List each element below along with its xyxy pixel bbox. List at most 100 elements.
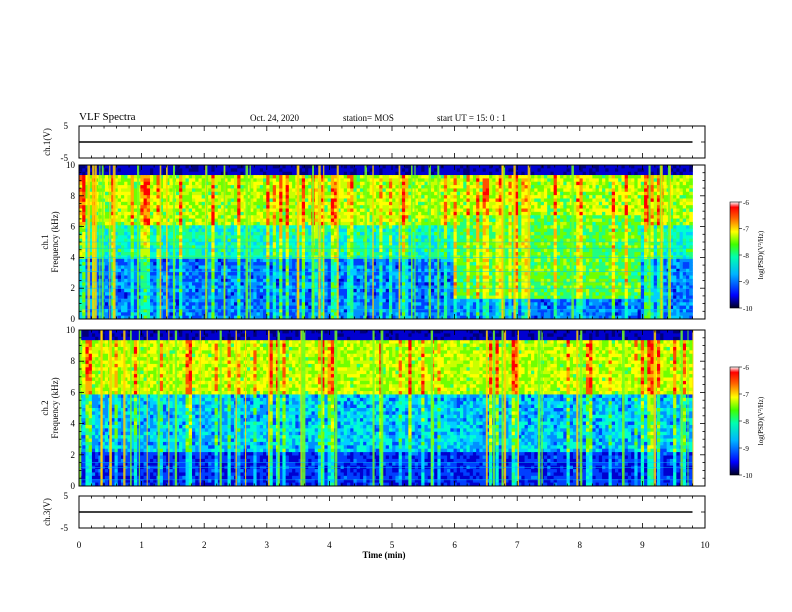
spectrogram-cell [343, 225, 348, 230]
spectrogram-cell [382, 278, 387, 283]
spectrogram-cell [379, 298, 383, 303]
spectrogram-cell [175, 225, 180, 230]
spectrogram-cell [243, 305, 248, 310]
spectrogram-cell [259, 312, 264, 317]
spectrogram-cell [398, 211, 403, 216]
spectrogram-cell [366, 218, 370, 223]
spectrogram-cell [305, 285, 309, 290]
spectrogram-cell [401, 171, 406, 176]
spectrogram-cell [305, 218, 309, 223]
spectrogram-cell [424, 225, 429, 230]
spectrogram-cell [366, 305, 370, 310]
spectrogram-cell [382, 258, 387, 263]
spectrogram-cell [369, 235, 374, 240]
spectrogram-cell [305, 272, 309, 276]
spectrogram-cell [192, 228, 196, 233]
spectrogram-cell [246, 265, 251, 270]
spectrogram-cell [175, 198, 180, 203]
spectrogram-cell [82, 235, 86, 240]
spectrogram-cell [353, 302, 358, 307]
spectrogram-cell [353, 228, 358, 233]
spectrogram-cell [411, 195, 416, 199]
spectrogram-cell [385, 228, 390, 233]
spectrogram-cell [179, 282, 183, 286]
spectrogram-cell [79, 211, 83, 216]
spectrogram-cell [175, 258, 180, 263]
spectrogram-cell [233, 225, 238, 230]
spectrogram-cell [214, 235, 219, 240]
spectrogram-cell [359, 211, 364, 216]
spectrogram-cell [305, 275, 309, 280]
spectrogram-cell [208, 268, 212, 273]
spectrogram-cell [195, 302, 199, 307]
spectrogram-cell [214, 252, 219, 256]
spectrogram-cell [240, 288, 245, 293]
spectrogram-cell [353, 252, 358, 256]
spectrogram-cell [250, 191, 254, 196]
spectrogram-cell [292, 262, 296, 266]
spectrogram-cell [256, 211, 261, 216]
spectrogram-cell [185, 185, 190, 189]
spectrogram-cell [114, 211, 119, 216]
spectrogram-cell [182, 178, 186, 183]
spectrogram-cell [343, 288, 348, 293]
spectrogram-cell [401, 265, 406, 270]
spectrogram-cell [272, 262, 277, 266]
spectrogram-cell [117, 278, 122, 283]
spectrogram-cell [256, 298, 261, 303]
spectrogram-cell [395, 238, 400, 243]
spectrogram-cell [130, 252, 135, 256]
spectrogram-cell [392, 175, 396, 179]
spectrogram-cell [405, 201, 409, 206]
spectrogram-cell [88, 198, 93, 203]
spectrogram-cell [95, 185, 99, 189]
spectrogram-cell [198, 302, 203, 307]
spectrogram-cell [127, 231, 132, 236]
spectrogram-cell [282, 308, 287, 313]
spectrogram-cell [246, 221, 251, 226]
spectrogram-cell [188, 285, 193, 290]
spectrogram-cell [182, 288, 186, 293]
spectrogram-cell [221, 205, 225, 209]
spectrogram-cell [85, 248, 90, 253]
spectrogram-cell [243, 248, 248, 253]
spectrogram-cell [398, 235, 403, 240]
spectrogram-cell [288, 248, 293, 253]
spectrogram-cell [120, 278, 125, 283]
spectrogram-cell [282, 252, 287, 256]
spectrogram-cell [356, 285, 361, 290]
spectrogram-cell [411, 298, 416, 303]
spectrogram-cell [301, 195, 306, 199]
spectrogram-cell [82, 278, 86, 283]
spectrogram-cell [159, 298, 164, 303]
spectrogram-cell [421, 228, 425, 233]
spectrogram-cell [301, 258, 306, 263]
spectrogram-cell [279, 181, 283, 186]
spectrogram-cell [201, 205, 206, 209]
spectrogram-cell [343, 218, 348, 223]
spectrogram-cell [79, 282, 83, 286]
spectrogram-cell [208, 215, 212, 219]
spectrogram-cell [369, 258, 374, 263]
spectrogram-cell [169, 272, 174, 276]
spectrogram-cell [127, 181, 132, 186]
spectrogram-cell [366, 292, 370, 296]
spectrogram-cell [388, 312, 393, 317]
spectrogram-cell [298, 165, 303, 169]
spectrogram-cell [353, 278, 358, 283]
spectrogram-cell [424, 248, 429, 253]
spectrogram-cell [366, 188, 370, 193]
spectrogram-cell [356, 282, 361, 286]
spectrogram-cell [369, 215, 374, 219]
spectrogram-cell [246, 238, 251, 243]
spectrogram-cell [337, 185, 341, 189]
spectrogram-cell [201, 292, 206, 296]
spectrogram-cell [143, 268, 148, 273]
spectrogram-cell [150, 268, 154, 273]
spectrogram-cell [120, 225, 125, 230]
spectrogram-cell [208, 238, 212, 243]
spectrogram-cell [343, 231, 348, 236]
spectrogram-cell [79, 208, 83, 213]
spectrogram-cell [395, 272, 400, 276]
spectrogram-cell [230, 275, 235, 280]
